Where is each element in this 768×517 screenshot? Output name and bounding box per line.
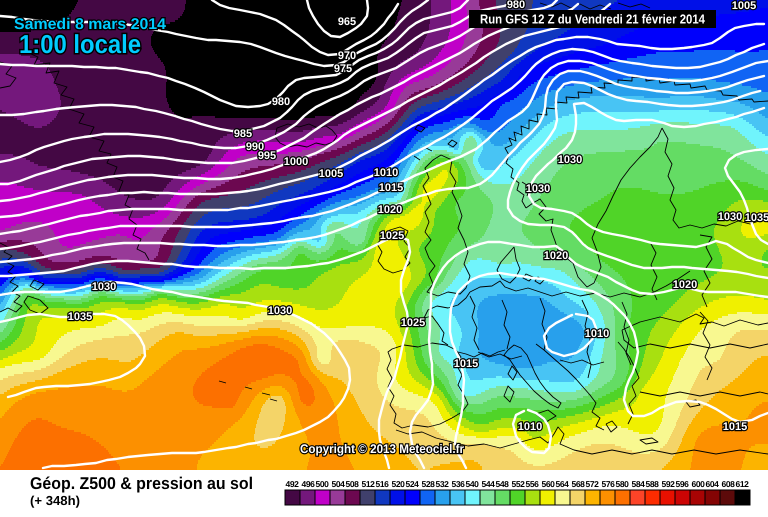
svg-text:995: 995 xyxy=(258,150,276,162)
svg-text:500: 500 xyxy=(316,479,330,489)
svg-text:540: 540 xyxy=(466,479,480,489)
svg-text:584: 584 xyxy=(632,479,646,489)
svg-text:568: 568 xyxy=(572,479,586,489)
svg-text:970: 970 xyxy=(338,50,356,62)
svg-text:608: 608 xyxy=(722,479,736,489)
svg-text:564: 564 xyxy=(556,479,570,489)
svg-text:520: 520 xyxy=(392,479,406,489)
svg-text:990: 990 xyxy=(246,141,264,153)
svg-text:548: 548 xyxy=(496,479,510,489)
svg-text:1000: 1000 xyxy=(284,156,308,168)
svg-text:980: 980 xyxy=(507,0,525,11)
svg-text:536: 536 xyxy=(452,479,466,489)
svg-text:1015: 1015 xyxy=(379,182,403,194)
svg-text:Run GFS 12 Z du Vendredi 21 fé: Run GFS 12 Z du Vendredi 21 février 2014 xyxy=(480,12,706,27)
svg-text:596: 596 xyxy=(676,479,690,489)
svg-text:576: 576 xyxy=(602,479,616,489)
svg-text:600: 600 xyxy=(692,479,706,489)
svg-text:1010: 1010 xyxy=(374,167,398,179)
svg-text:965: 965 xyxy=(338,16,356,28)
svg-text:1010: 1010 xyxy=(518,421,542,433)
svg-text:Géop. Z500 & pression au sol: Géop. Z500 & pression au sol xyxy=(30,474,253,493)
svg-text:1010: 1010 xyxy=(585,328,609,340)
svg-text:504: 504 xyxy=(332,479,346,489)
svg-text:560: 560 xyxy=(542,479,556,489)
svg-text:1020: 1020 xyxy=(673,279,697,291)
svg-text:532: 532 xyxy=(436,479,450,489)
svg-text:588: 588 xyxy=(646,479,660,489)
svg-text:580: 580 xyxy=(616,479,630,489)
svg-text:1025: 1025 xyxy=(380,230,404,242)
svg-text:1030: 1030 xyxy=(718,211,742,223)
svg-text:1035: 1035 xyxy=(68,311,92,323)
svg-text:508: 508 xyxy=(346,479,360,489)
svg-text:Copyright © 2013 Meteociel.fr: Copyright © 2013 Meteociel.fr xyxy=(300,442,464,456)
svg-text:1030: 1030 xyxy=(558,154,582,166)
svg-text:524: 524 xyxy=(406,479,420,489)
svg-text:1015: 1015 xyxy=(454,358,478,370)
svg-text:592: 592 xyxy=(662,479,676,489)
svg-text:1020: 1020 xyxy=(378,204,402,216)
svg-text:604: 604 xyxy=(706,479,720,489)
svg-text:1020: 1020 xyxy=(544,250,568,262)
svg-text:528: 528 xyxy=(422,479,436,489)
svg-text:1005: 1005 xyxy=(732,0,756,12)
svg-text:1030: 1030 xyxy=(526,183,550,195)
svg-text:1005: 1005 xyxy=(319,168,343,180)
svg-text:1:00 locale: 1:00 locale xyxy=(19,29,141,59)
svg-text:1030: 1030 xyxy=(92,281,116,293)
svg-text:1025: 1025 xyxy=(401,317,425,329)
svg-text:975: 975 xyxy=(334,63,352,75)
svg-text:1030: 1030 xyxy=(268,305,292,317)
svg-text:1035: 1035 xyxy=(745,212,768,224)
svg-text:512: 512 xyxy=(362,479,376,489)
svg-text:(+ 348h): (+ 348h) xyxy=(30,493,80,508)
svg-text:612: 612 xyxy=(736,479,750,489)
svg-text:980: 980 xyxy=(272,96,290,108)
svg-text:556: 556 xyxy=(526,479,540,489)
svg-text:572: 572 xyxy=(586,479,600,489)
svg-text:985: 985 xyxy=(234,128,252,140)
svg-text:1015: 1015 xyxy=(723,421,747,433)
svg-text:516: 516 xyxy=(376,479,390,489)
svg-text:544: 544 xyxy=(482,479,496,489)
svg-text:552: 552 xyxy=(512,479,526,489)
svg-text:492: 492 xyxy=(286,479,300,489)
svg-text:Samedi 8 mars 2014: Samedi 8 mars 2014 xyxy=(14,16,166,33)
svg-text:496: 496 xyxy=(302,479,316,489)
